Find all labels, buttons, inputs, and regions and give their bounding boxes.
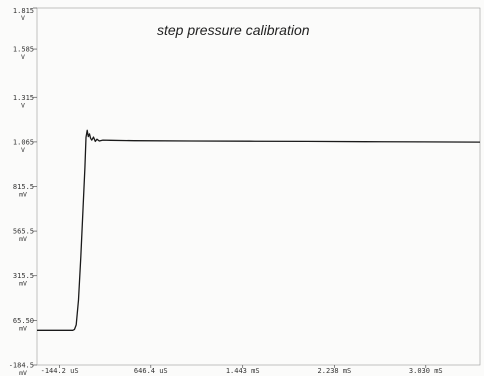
y-tick-label: 1.065 xyxy=(13,138,34,146)
y-tick-unit: V xyxy=(21,146,25,154)
x-axis: -144.2 uS 646.4 uS 1.443 mS 2.238 mS 3.030 m… xyxy=(41,365,443,375)
x-tick-label: 1.443 mS xyxy=(226,367,260,375)
y-tick-label: 1.585 xyxy=(13,46,34,54)
y-tick-label: 1.815 xyxy=(13,7,34,15)
y-tick-unit: mV xyxy=(19,369,27,376)
chart-title: step pressure calibration xyxy=(157,22,310,38)
y-tick-unit: mV xyxy=(19,235,27,243)
plot-frame xyxy=(36,7,481,366)
y-tick-unit: mV xyxy=(19,280,27,288)
y-tick-unit: V xyxy=(21,14,25,22)
y-tick-label: 815.5 xyxy=(13,183,34,191)
y-tick-label: 315.5 xyxy=(13,272,34,280)
x-tick-label: -144.2 uS xyxy=(41,367,79,375)
y-tick-label: 565.5 xyxy=(13,228,34,236)
y-tick-label: 1.315 xyxy=(13,94,34,102)
series-layer xyxy=(37,129,481,331)
y-tick-unit: V xyxy=(21,101,25,109)
y-axis: 1.815V1.585V1.315V1.065V815.5mV565.5mV31… xyxy=(9,7,37,376)
x-tick-label: 2.238 mS xyxy=(318,367,352,375)
y-tick-unit: V xyxy=(21,53,25,61)
series-line xyxy=(37,129,481,331)
x-tick-label: 646.4 uS xyxy=(134,367,168,375)
y-tick-unit: mV xyxy=(19,190,27,198)
x-tick-label: 3.030 mS xyxy=(409,367,443,375)
y-tick-unit: mV xyxy=(19,324,27,332)
y-tick-label: 65.50 xyxy=(13,317,34,325)
y-tick-label: -184.5 xyxy=(9,362,34,370)
